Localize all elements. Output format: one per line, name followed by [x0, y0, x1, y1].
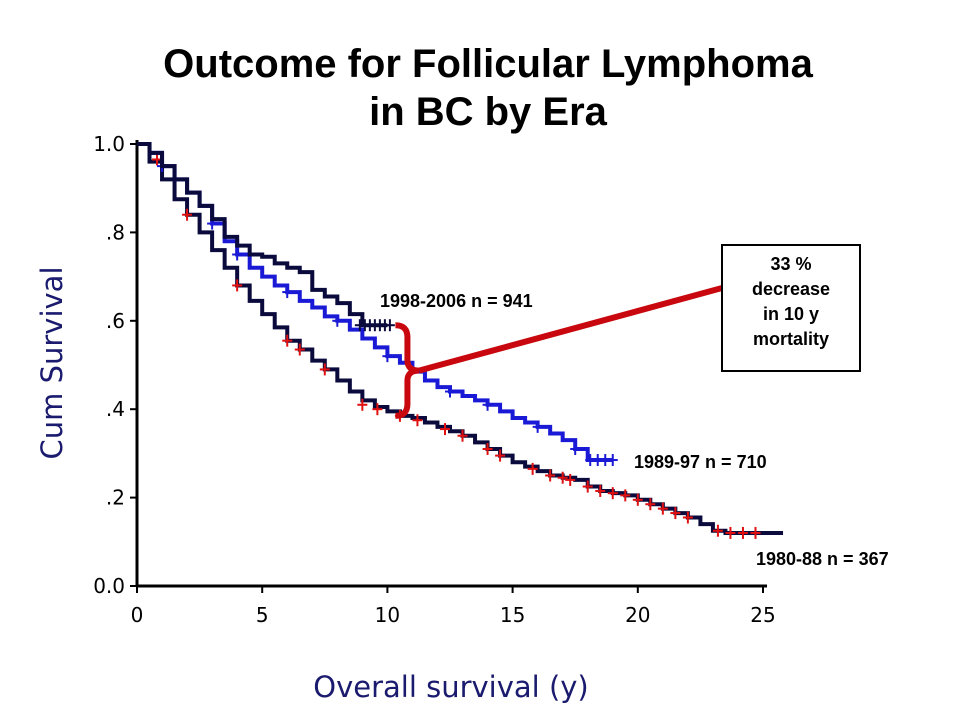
chart-title: Outcome for Follicular Lymphoma in BC by… — [0, 40, 960, 136]
censor-mark — [682, 511, 693, 524]
censor-mark — [670, 507, 681, 520]
censor-mark — [645, 498, 656, 511]
censor-mark — [595, 484, 606, 497]
censor-mark — [495, 449, 506, 462]
x-tick-label: 10 — [375, 603, 400, 627]
censor-mark — [545, 469, 556, 482]
censor-mark — [232, 248, 243, 261]
censor-mark — [570, 442, 581, 455]
annotation-pointer — [418, 285, 723, 374]
censor-mark — [532, 420, 543, 433]
series-line — [137, 142, 784, 535]
annotation-line-3: in 10 y — [762, 304, 820, 324]
chart-title-line-2: in BC by Era — [369, 90, 607, 134]
y-tick-label: .8 — [106, 220, 125, 244]
censor-mark — [565, 473, 576, 486]
y-tick-label: .6 — [106, 309, 125, 333]
y-tick-label: 0.0 — [93, 574, 125, 598]
censor-mark — [527, 462, 538, 475]
annotation-line-2: decrease — [751, 279, 831, 299]
series-label-1989-97: 1989-97 n = 710 — [634, 452, 767, 472]
censor-mark — [282, 286, 293, 299]
annotation-box: 33 % decrease in 10 y mortality — [721, 244, 861, 372]
series-1 — [137, 142, 618, 467]
x-tick-label: 5 — [256, 603, 269, 627]
censor-mark — [412, 414, 423, 427]
censor-mark — [282, 334, 293, 347]
chart-axes: 0.0 .2 .4 .6 .8 1.0 0 5 10 15 20 25 — [93, 132, 776, 627]
censor-mark — [750, 526, 761, 539]
censor-mark — [607, 487, 618, 500]
y-tick-label: 1.0 — [93, 132, 125, 156]
censor-mark — [319, 363, 330, 376]
annotation-line-4: mortality — [752, 329, 830, 349]
bracket-layer — [395, 285, 723, 419]
annotation-line-1: 33 % — [770, 254, 812, 274]
censor-mark — [445, 385, 455, 398]
censor-mark — [357, 398, 368, 411]
series-2 — [137, 142, 784, 539]
series-layer — [137, 142, 784, 539]
bracket — [395, 322, 420, 419]
censor-mark — [294, 343, 305, 356]
censor-mark — [657, 502, 668, 515]
censor-mark — [372, 403, 383, 416]
series-0 — [137, 142, 395, 332]
censor-mark — [232, 279, 243, 292]
censor-mark — [482, 442, 493, 455]
censor-mark — [725, 526, 736, 539]
y-axis-title: Cum Survival — [35, 266, 69, 459]
censor-mark — [482, 398, 493, 411]
x-tick-label: 25 — [750, 603, 775, 627]
censor-mark — [620, 489, 631, 502]
censor-mark — [607, 454, 618, 467]
x-tick-label: 20 — [625, 603, 650, 627]
censor-mark — [557, 471, 568, 484]
series-label-1980-88: 1980-88 n = 367 — [756, 549, 889, 569]
series-label-1998-2006: 1998-2006 n = 941 — [380, 291, 533, 311]
x-tick-label: 15 — [500, 603, 525, 627]
censor-mark — [737, 526, 748, 539]
censor-mark — [182, 208, 193, 221]
chart-title-line-1: Outcome for Follicular Lymphoma — [163, 42, 813, 86]
y-tick-label: .4 — [106, 397, 125, 421]
series-line — [137, 142, 613, 463]
series-line — [137, 142, 388, 328]
censor-mark — [384, 319, 395, 332]
censor-mark — [439, 423, 450, 436]
censor-mark — [332, 314, 343, 327]
censor-mark — [582, 480, 593, 493]
y-tick-label: .2 — [106, 486, 125, 510]
x-axis-title: Overall survival (y) — [313, 670, 589, 704]
censor-mark — [457, 429, 468, 442]
censor-mark — [712, 524, 723, 537]
x-tick-label: 0 — [131, 603, 144, 627]
censor-mark — [632, 493, 643, 506]
censor-mark — [382, 350, 393, 363]
